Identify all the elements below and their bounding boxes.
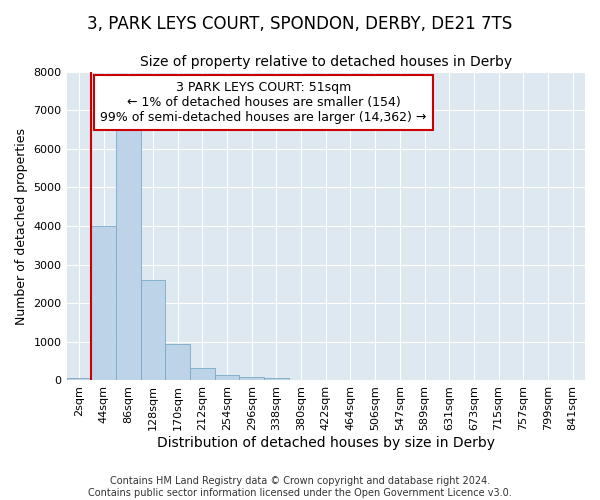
Bar <box>239 376 264 380</box>
Title: Size of property relative to detached houses in Derby: Size of property relative to detached ho… <box>140 55 512 69</box>
Bar <box>264 378 289 380</box>
X-axis label: Distribution of detached houses by size in Derby: Distribution of detached houses by size … <box>157 436 495 450</box>
Bar <box>165 344 190 381</box>
Bar <box>190 368 215 380</box>
Y-axis label: Number of detached properties: Number of detached properties <box>15 128 28 324</box>
Bar <box>215 374 239 380</box>
Text: 3 PARK LEYS COURT: 51sqm
← 1% of detached houses are smaller (154)
99% of semi-d: 3 PARK LEYS COURT: 51sqm ← 1% of detache… <box>100 81 427 124</box>
Text: Contains HM Land Registry data © Crown copyright and database right 2024.
Contai: Contains HM Land Registry data © Crown c… <box>88 476 512 498</box>
Bar <box>91 226 116 380</box>
Bar <box>140 280 165 380</box>
Text: 3, PARK LEYS COURT, SPONDON, DERBY, DE21 7TS: 3, PARK LEYS COURT, SPONDON, DERBY, DE21… <box>88 15 512 33</box>
Bar <box>67 378 91 380</box>
Bar <box>116 126 140 380</box>
